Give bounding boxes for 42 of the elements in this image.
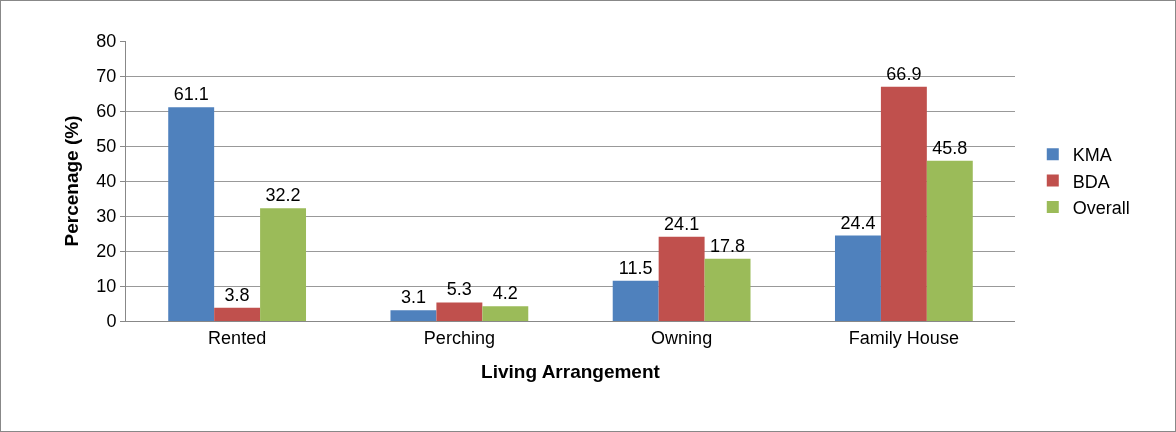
bar	[658, 236, 705, 321]
y-tick-label: 60	[96, 101, 117, 122]
y-tick-label: 0	[106, 311, 117, 332]
bar	[260, 208, 307, 321]
x-tick-label: Perching	[423, 327, 495, 348]
data-label: 61.1	[173, 84, 209, 105]
bar	[436, 302, 483, 321]
y-tick-label: 40	[96, 171, 117, 192]
bar	[168, 107, 215, 321]
data-label: 66.9	[886, 63, 922, 84]
data-label: 11.5	[618, 257, 653, 278]
y-tick-label: 50	[96, 136, 117, 157]
bar	[214, 307, 261, 321]
data-label: 5.3	[446, 279, 472, 300]
y-tick-label: 10	[96, 276, 117, 297]
y-tick-label: 80	[96, 31, 117, 52]
data-label: 3.8	[224, 284, 250, 305]
bar	[834, 235, 881, 321]
legend-label: Overall	[1072, 198, 1130, 219]
bar	[482, 306, 529, 321]
data-label: 32.2	[265, 185, 301, 206]
y-tick-label: 30	[96, 206, 117, 227]
data-label: 3.1	[400, 287, 426, 308]
data-label: 24.4	[840, 212, 876, 233]
bar	[926, 160, 973, 321]
data-label: 4.2	[492, 283, 518, 304]
y-axis-title: Percenage (%)	[61, 115, 83, 247]
x-tick-label: Owning	[651, 327, 713, 348]
x-tick-label: Family House	[848, 327, 959, 348]
legend-label: BDA	[1072, 171, 1110, 192]
x-axis-title: Living Arrangement	[481, 361, 661, 383]
data-label: 17.8	[710, 235, 746, 256]
bar	[880, 86, 927, 321]
legend-label: KMA	[1072, 145, 1112, 166]
x-tick-label: Rented	[208, 327, 267, 348]
data-label: 24.1	[664, 213, 700, 234]
y-tick-label: 70	[96, 66, 117, 87]
bar	[704, 258, 751, 321]
bar	[612, 280, 659, 321]
bar	[390, 310, 437, 321]
data-label: 45.8	[932, 137, 968, 158]
y-tick-label: 20	[96, 241, 117, 262]
